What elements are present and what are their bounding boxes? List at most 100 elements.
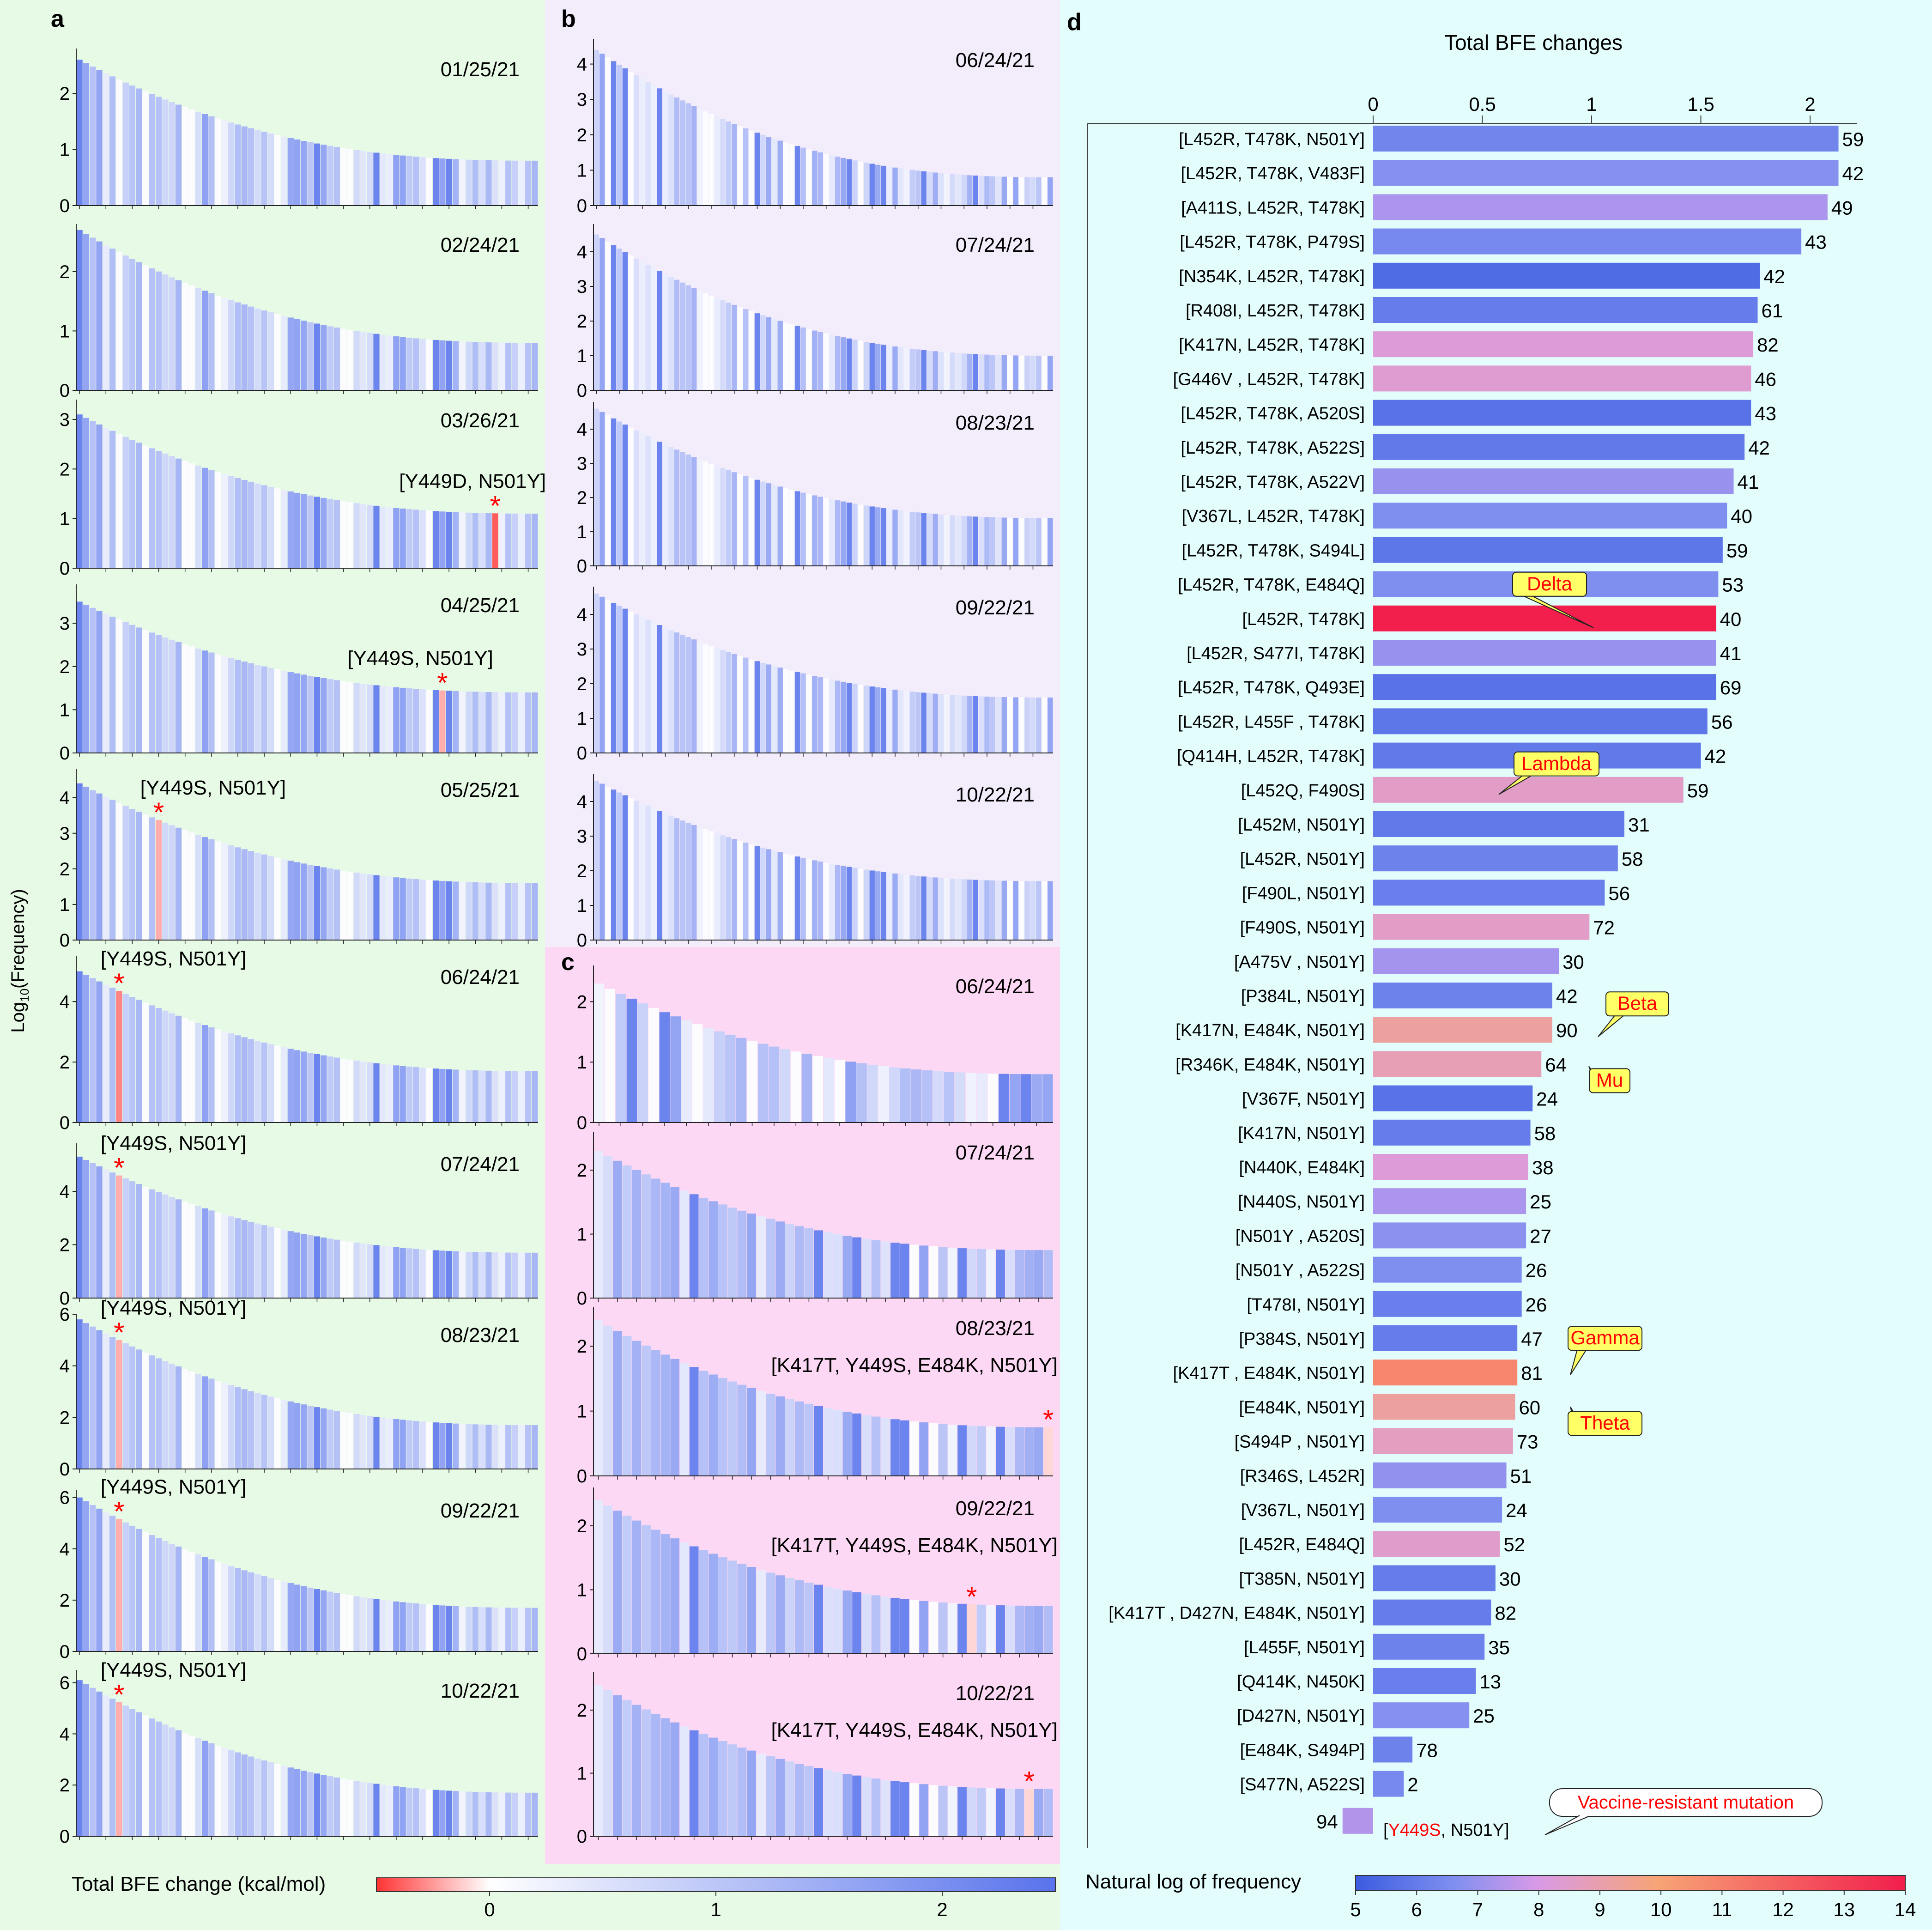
category-label: [F490S, N501Y] bbox=[1240, 918, 1365, 938]
bar bbox=[472, 882, 478, 940]
bfe-bar bbox=[1373, 228, 1802, 255]
bar bbox=[1007, 517, 1013, 566]
bar bbox=[725, 1034, 736, 1123]
bar bbox=[632, 1520, 642, 1654]
bar bbox=[393, 1247, 400, 1298]
bar bbox=[640, 433, 645, 566]
bar bbox=[360, 1597, 367, 1651]
bar bbox=[881, 165, 886, 206]
bar bbox=[248, 1572, 254, 1651]
bar bbox=[136, 1000, 142, 1123]
bar bbox=[406, 509, 413, 568]
highlight-star: * bbox=[114, 968, 124, 999]
bar bbox=[881, 688, 886, 753]
bar bbox=[760, 662, 766, 753]
category-label: [K417N, N501Y] bbox=[1238, 1124, 1365, 1143]
bar bbox=[674, 97, 680, 206]
bfe-bar bbox=[1373, 1154, 1528, 1180]
bar bbox=[846, 867, 852, 940]
y-tick-label: 0 bbox=[60, 196, 70, 216]
bar bbox=[307, 1406, 314, 1469]
bar bbox=[648, 1007, 659, 1123]
bfe-bar bbox=[1373, 434, 1745, 460]
bar bbox=[948, 1603, 957, 1654]
highlight-label: [Y449S, N501Y] bbox=[101, 1297, 247, 1319]
bar bbox=[599, 238, 605, 390]
bar bbox=[498, 883, 505, 940]
bar bbox=[83, 1160, 90, 1298]
bar bbox=[439, 511, 446, 568]
bar bbox=[622, 1165, 632, 1298]
bar bbox=[532, 513, 538, 568]
bar bbox=[691, 639, 697, 753]
bar bbox=[605, 989, 615, 1123]
bar bbox=[478, 513, 485, 568]
bar bbox=[452, 691, 459, 753]
bar bbox=[697, 459, 703, 566]
bar bbox=[919, 1784, 929, 1836]
bar bbox=[393, 877, 400, 940]
panel-d-row: [P384S, N501Y] 47 bbox=[1239, 1325, 1543, 1351]
bar bbox=[976, 1604, 986, 1654]
bar bbox=[347, 1413, 353, 1469]
category-label: [Q414K, N450K] bbox=[1237, 1672, 1365, 1692]
category-label: [P384S, N501Y] bbox=[1239, 1329, 1365, 1349]
bar bbox=[281, 1766, 287, 1836]
bar bbox=[340, 870, 347, 940]
panel-d-row: [F490S, N501Y] 72 bbox=[1240, 914, 1615, 940]
bar bbox=[301, 1234, 307, 1298]
bar bbox=[155, 1008, 162, 1123]
bar bbox=[466, 1251, 472, 1298]
count-label: 59 bbox=[1726, 540, 1748, 561]
panel-d-row: [R346S, L452R] 51 bbox=[1240, 1462, 1532, 1488]
bar bbox=[419, 157, 426, 206]
bar bbox=[720, 300, 726, 390]
negative-category-label: [Y449S, N501Y] bbox=[1383, 1821, 1509, 1840]
bar bbox=[221, 1564, 228, 1651]
bar bbox=[532, 1252, 538, 1298]
bar bbox=[333, 147, 340, 206]
bar bbox=[294, 492, 301, 568]
bar bbox=[806, 674, 812, 753]
bar bbox=[505, 1252, 512, 1298]
bar bbox=[274, 1398, 281, 1469]
y-tick-label: 4 bbox=[577, 419, 587, 440]
bar bbox=[459, 1791, 466, 1836]
bar bbox=[766, 1219, 775, 1298]
bar bbox=[208, 116, 215, 206]
bar bbox=[175, 104, 182, 206]
bar bbox=[714, 297, 720, 390]
bar bbox=[466, 512, 472, 568]
y-tick-label: 4 bbox=[60, 1539, 70, 1560]
bar bbox=[772, 485, 777, 566]
bar bbox=[248, 1756, 254, 1836]
bar bbox=[996, 517, 1001, 566]
bar bbox=[670, 1722, 680, 1836]
bar bbox=[869, 506, 875, 566]
bar bbox=[640, 261, 645, 390]
panel-d-row: [L452R, T478K, V483F] 42 bbox=[1181, 160, 1864, 186]
bar bbox=[961, 695, 967, 753]
bfe-bar bbox=[1373, 1051, 1542, 1077]
subplot-date: 07/24/21 bbox=[956, 1141, 1035, 1164]
bar bbox=[685, 103, 691, 206]
category-label: [L452Q, F490S] bbox=[1241, 781, 1365, 801]
bar bbox=[881, 508, 886, 566]
bar bbox=[307, 676, 314, 753]
bar bbox=[898, 874, 904, 940]
bar bbox=[109, 1172, 116, 1298]
bar bbox=[267, 1226, 274, 1298]
count-label: 59 bbox=[1687, 780, 1709, 801]
bar bbox=[622, 425, 628, 566]
frequency-colorbar-tick-label: 6 bbox=[1411, 1899, 1422, 1920]
bar bbox=[841, 337, 846, 390]
bar bbox=[155, 271, 162, 390]
bar bbox=[938, 514, 944, 566]
panel-d-row: [Q414H, L452R, T478K] 42 bbox=[1177, 742, 1726, 769]
bar bbox=[76, 783, 83, 940]
bar bbox=[122, 437, 129, 568]
bar bbox=[221, 1214, 228, 1298]
bar bbox=[754, 479, 760, 566]
